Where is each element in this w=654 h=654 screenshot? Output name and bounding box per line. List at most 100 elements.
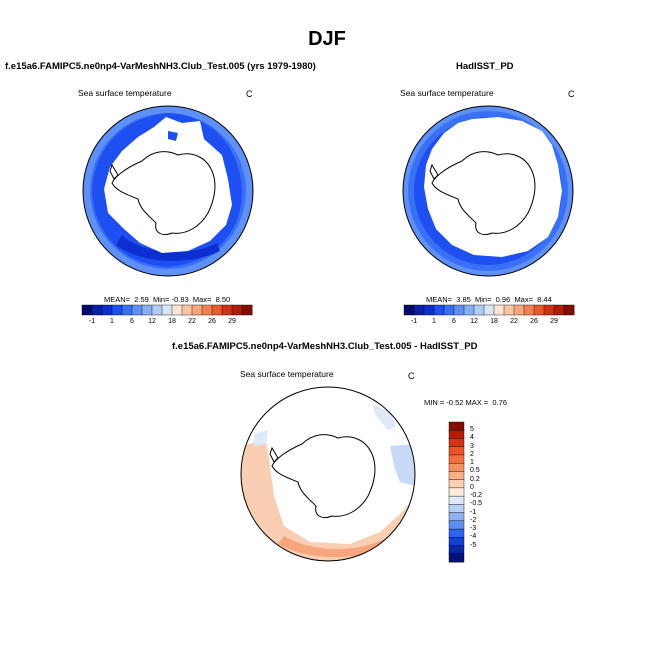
diff-map <box>240 386 416 562</box>
colorbar-swatch <box>231 304 243 316</box>
colorbar-swatch <box>448 495 465 505</box>
diff-cold-anomaly-east <box>390 444 415 486</box>
colorbar-tick-label: 29 <box>228 318 236 325</box>
colorbar-tick-label: 1 <box>110 318 114 325</box>
colorbar-swatch <box>448 537 465 546</box>
colorbar-swatch <box>161 304 173 316</box>
model-stats: MEAN= 2.59 Min= -0.83 Max= 8.50 <box>104 295 231 304</box>
colorbar-swatch <box>151 304 163 316</box>
diff-cold-anomaly-west <box>254 430 268 446</box>
colorbar-tick-label: 1 <box>470 459 474 467</box>
colorbar-swatch <box>448 553 465 563</box>
colorbar-swatch <box>448 421 465 431</box>
colorbar-swatch <box>101 304 113 316</box>
model-map <box>82 105 254 277</box>
colorbar-tick-label: -0.5 <box>470 500 483 508</box>
colorbar-tick-label: -4 <box>470 533 477 541</box>
colorbar-swatch <box>211 304 223 316</box>
colorbar-tick-label: 5 <box>470 426 474 434</box>
colorbar-tick-label: -3 <box>470 525 477 533</box>
obs-antarctica-coastline <box>429 151 536 236</box>
colorbar-swatch <box>221 304 233 316</box>
colorbar-swatch <box>448 545 465 555</box>
colorbar-swatch <box>91 304 103 316</box>
colorbar-swatch <box>448 479 465 489</box>
colorbar-swatch <box>443 304 455 316</box>
colorbar-swatch <box>241 304 253 316</box>
colorbar-tick-label: 12 <box>148 318 156 325</box>
colorbar-tick-label: 12 <box>470 318 478 325</box>
colorbar-swatch <box>448 487 465 497</box>
colorbar-tick-label: -1 <box>470 508 477 516</box>
model-colorbar <box>81 304 253 316</box>
colorbar-swatch <box>453 304 465 316</box>
colorbar-tick-label: -5 <box>470 541 477 549</box>
colorbar-tick-label: 18 <box>490 318 498 325</box>
colorbar-swatch <box>141 304 153 316</box>
diff-warm-anomaly-west <box>241 440 415 561</box>
diff-variable-label: Sea surface temperature <box>240 369 334 379</box>
colorbar-swatch <box>448 454 465 464</box>
colorbar-swatch <box>448 471 465 481</box>
colorbar-swatch <box>181 304 193 316</box>
model-colorbar-ticks: -1 1 6 12 18 22 26 29 <box>82 318 252 328</box>
colorbar-tick-label: 6 <box>130 318 134 325</box>
diff-panel-title: f.e15a6.FAMIPC5.ne0np4-VarMeshNH3.Club_T… <box>172 341 478 352</box>
colorbar-swatch <box>493 304 505 316</box>
colorbar-swatch <box>543 304 555 316</box>
colorbar-swatch <box>563 304 575 316</box>
diff-unit-label: C <box>408 371 415 381</box>
colorbar-swatch <box>503 304 515 316</box>
colorbar-swatch <box>413 304 425 316</box>
obs-panel-title: HadISST_PD <box>456 61 514 72</box>
page-title: DJF <box>308 28 346 50</box>
obs-map <box>402 105 574 277</box>
colorbar-swatch <box>121 304 133 316</box>
colorbar-tick-label: 18 <box>168 318 176 325</box>
obs-variable-label: Sea surface temperature <box>400 88 494 98</box>
colorbar-tick-label: 29 <box>550 318 558 325</box>
colorbar-swatch <box>171 304 183 316</box>
colorbar-swatch <box>483 304 495 316</box>
colorbar-tick-label: 22 <box>510 318 518 325</box>
colorbar-swatch <box>553 304 565 316</box>
colorbar-swatch <box>403 304 415 316</box>
model-cold-band <box>116 235 220 261</box>
colorbar-tick-label: -1 <box>410 318 418 325</box>
model-sea-ice <box>104 117 232 253</box>
colorbar-tick-label: 0 <box>470 483 474 491</box>
colorbar-swatch <box>201 304 213 316</box>
obs-colorbar <box>403 304 575 316</box>
colorbar-swatch <box>111 304 123 316</box>
colorbar-swatch <box>423 304 435 316</box>
colorbar-tick-label: 2 <box>470 450 474 458</box>
obs-colorbar-ticks: -1 1 6 12 18 22 26 29 <box>404 318 574 328</box>
diff-antarctica-coastline <box>269 434 376 519</box>
colorbar-swatch <box>448 528 465 538</box>
model-unit-label: C <box>246 89 253 99</box>
diff-colorbar <box>448 421 465 563</box>
diff-warm-anomaly-band <box>278 536 390 558</box>
colorbar-tick-label: 26 <box>530 318 538 325</box>
colorbar-tick-label: 22 <box>188 318 196 325</box>
colorbar-swatch <box>448 504 465 513</box>
colorbar-tick-label: 26 <box>208 318 216 325</box>
colorbar-swatch <box>433 304 445 316</box>
model-polynya <box>168 131 178 141</box>
colorbar-tick-label: 0.2 <box>470 475 480 483</box>
colorbar-swatch <box>448 430 465 439</box>
colorbar-swatch <box>448 512 465 522</box>
colorbar-swatch <box>448 520 465 530</box>
colorbar-swatch <box>473 304 485 316</box>
colorbar-swatch <box>448 462 465 472</box>
colorbar-tick-label: 0.5 <box>470 467 480 475</box>
colorbar-tick-label: 1 <box>432 318 436 325</box>
colorbar-swatch <box>533 304 545 316</box>
obs-stats: MEAN= 3.85 Min= 0.96 Max= 8.44 <box>426 295 552 304</box>
colorbar-swatch <box>191 304 203 316</box>
colorbar-tick-label: -2 <box>470 516 477 524</box>
colorbar-tick-label: 3 <box>470 442 474 450</box>
colorbar-tick-label: -0.2 <box>470 492 483 500</box>
colorbar-swatch <box>463 304 475 316</box>
colorbar-tick-label: 4 <box>470 434 474 442</box>
